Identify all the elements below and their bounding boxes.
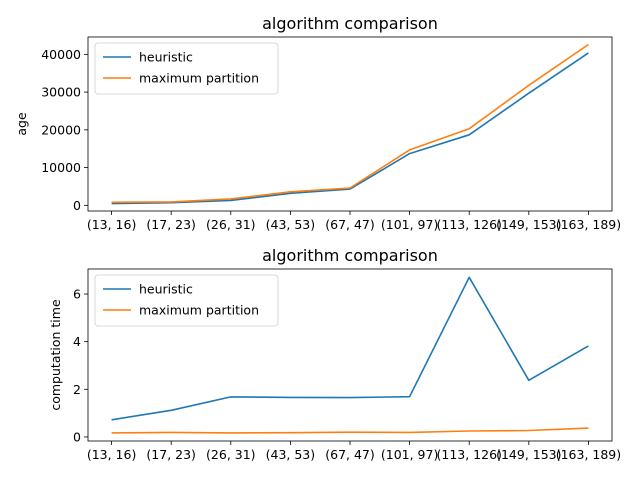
legend-label: maximum partition	[139, 303, 259, 318]
series-line-heuristic	[111, 276, 589, 421]
series-line-heuristic	[111, 52, 589, 205]
x-tick-label: (17, 23)	[146, 447, 196, 462]
x-tick-label: (26, 31)	[206, 447, 256, 462]
x-tick-label: (113, 126)	[436, 447, 501, 462]
legend-box	[94, 274, 279, 327]
x-tick-label: (113, 126)	[436, 217, 501, 232]
y-tick-label: 30000	[41, 85, 81, 100]
series-line-maximum-partition	[111, 427, 589, 434]
x-tick-label: (67, 47)	[325, 217, 375, 232]
legend-label: maximum partition	[139, 71, 259, 86]
x-tick-label: (17, 23)	[146, 217, 196, 232]
y-tick-label: 6	[73, 287, 81, 302]
y-tick-label: 4	[73, 334, 81, 349]
y-axis-label: age	[14, 112, 29, 136]
legend-label: heuristic	[139, 50, 193, 65]
legend-box	[94, 42, 279, 95]
y-tick-label: 0	[73, 198, 81, 213]
series-line-maximum-partition	[111, 43, 589, 204]
x-tick-label: (149, 153)	[496, 447, 561, 462]
y-tick-label: 10000	[41, 160, 81, 175]
chart-top: algorithm comparison (13, 16) (17, 23) (26,…	[14, 14, 621, 232]
y-tick-label: 0	[73, 429, 81, 444]
x-tick-label: (43, 53)	[266, 217, 316, 232]
y-tick-label: 2	[73, 382, 81, 397]
x-tick-label: (149, 153)	[496, 217, 561, 232]
x-tick-label: (26, 31)	[206, 217, 256, 232]
x-tick-label: (43, 53)	[266, 447, 316, 462]
x-tick-label: (101, 97)	[381, 447, 438, 462]
legend-label: heuristic	[139, 282, 193, 297]
y-axis-label: computation time	[48, 299, 63, 411]
x-tick-label: (163, 189)	[556, 217, 621, 232]
chart-title: algorithm comparison	[262, 246, 438, 265]
x-tick-label: (163, 189)	[556, 447, 621, 462]
y-tick-label: 40000	[41, 47, 81, 62]
x-tick-label: (13, 16)	[87, 447, 137, 462]
chart-title: algorithm comparison	[262, 14, 438, 33]
x-tick-label: (13, 16)	[87, 217, 137, 232]
y-tick-label: 20000	[41, 122, 81, 137]
chart-bottom: algorithm comparison (13, 16) (17, 23) (26,…	[48, 246, 621, 462]
x-tick-label: (101, 97)	[381, 217, 438, 232]
x-tick-label: (67, 47)	[325, 447, 375, 462]
